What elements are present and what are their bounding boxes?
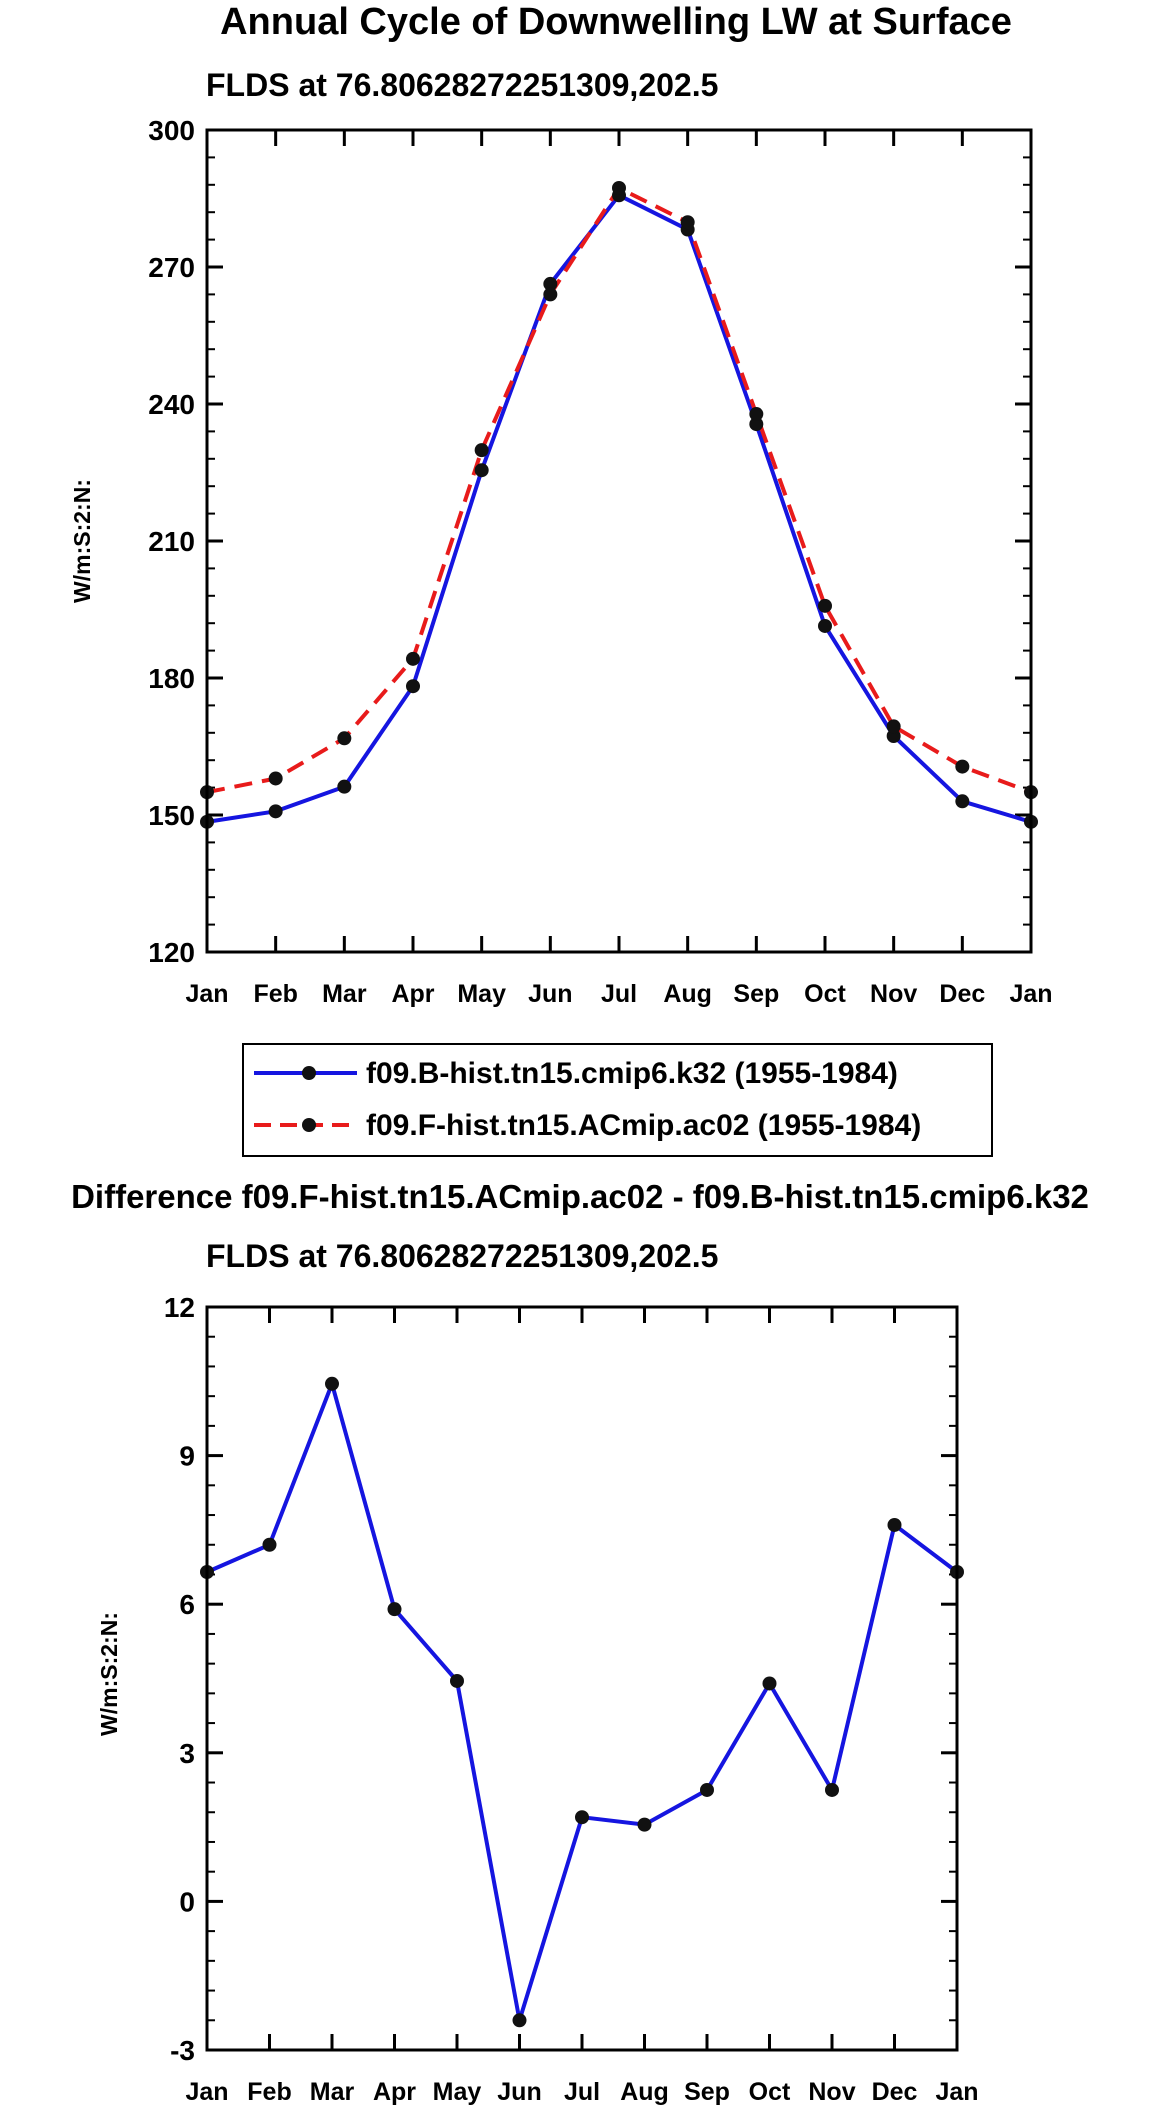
series-1-point	[474, 443, 489, 458]
x-tick-label: Feb	[247, 2078, 291, 2106]
legend-swatch-solid	[254, 1066, 357, 1080]
chart1-ticks	[205, 128, 1033, 954]
legend-item-b-hist: f09.B-hist.tn15.cmip6.k32 (1955-1984)	[244, 1049, 991, 1099]
series-line-0	[206, 193, 1032, 824]
chart2-ytick-labels: -3 0 3 6 9 12	[164, 1292, 195, 2066]
x-tick-label: Jul	[601, 980, 637, 1008]
series-0-point	[700, 1782, 714, 1797]
x-tick-label: Dec	[939, 980, 985, 1008]
x-tick-label: Oct	[749, 2078, 791, 2106]
x-tick-label: Mar	[322, 980, 367, 1008]
x-tick-label: Dec	[872, 2078, 918, 2106]
y-tick-label: 6	[179, 1589, 195, 1620]
legend-label-f-hist: f09.F-hist.tn15.ACmip.ac02 (1955-1984)	[366, 1109, 922, 1142]
x-tick-label: Aug	[663, 980, 712, 1008]
chart1-subtitle: FLDS at 76.80628272251309,202.5	[206, 67, 718, 103]
legend-swatch-dashed	[254, 1118, 357, 1132]
y-tick-label: 12	[164, 1292, 195, 1323]
series-line-1	[206, 186, 1032, 795]
chart1-xtick-labels: Jan Feb Mar Apr May Jun Jul Aug Sep Oct Nov Dec Jan	[185, 980, 1052, 1008]
legend-label-b-hist: f09.B-hist.tn15.cmip6.k32 (1955-1984)	[366, 1057, 898, 1090]
y-tick-label: 240	[148, 389, 195, 420]
chart2-subtitle: FLDS at 76.80628272251309,202.5	[206, 1238, 718, 1274]
chart2-series	[200, 1376, 964, 2028]
y-tick-label: 120	[148, 937, 195, 968]
series-0-point	[387, 1602, 402, 1617]
series-1-point	[406, 651, 420, 666]
series-0-point	[637, 1817, 652, 1832]
chart1-ylabel: W/m:S:2:N:	[69, 479, 95, 603]
series-0-point	[262, 1537, 277, 1552]
x-tick-label: May	[457, 980, 506, 1008]
series-0-point	[955, 794, 970, 809]
x-tick-label: Jun	[528, 980, 572, 1008]
x-tick-label: Jun	[497, 2078, 541, 2106]
chart1-legend: f09.B-hist.tn15.cmip6.k32 (1955-1984) f0…	[242, 1043, 993, 1157]
x-tick-label: Mar	[310, 2078, 355, 2106]
chart2-ylabel: W/m:S:2:N:	[96, 1612, 122, 1736]
y-tick-label: 3	[179, 1738, 195, 1769]
x-tick-label: Apr	[373, 2078, 416, 2106]
series-1-point	[749, 407, 764, 422]
y-tick-label: 9	[179, 1441, 195, 1472]
chart2-plot: -3 0 3 6 9 12 Jan Feb Mar Apr May Jun Jul Aug Sep Oct N…	[164, 1292, 979, 2106]
series-0-point	[749, 417, 764, 432]
y-tick-label: 210	[148, 526, 195, 557]
y-tick-label: -3	[170, 2035, 195, 2066]
chart1-plot: 120 150 180 210 240 270 300 Jan Feb Mar Apr May Jun…	[148, 115, 1052, 1008]
series-1-point	[818, 598, 832, 613]
x-tick-label: Sep	[684, 2078, 730, 2106]
series-1-point	[543, 287, 558, 302]
series-0-point	[887, 1517, 902, 1532]
series-0-point	[543, 276, 558, 291]
chart2-title: Difference f09.F-hist.tn15.ACmip.ac02 - …	[71, 1178, 1089, 1215]
y-tick-label: 0	[179, 1886, 195, 1917]
x-tick-label: Jan	[935, 2078, 978, 2106]
x-tick-label: Nov	[808, 2078, 855, 2106]
series-1-point	[268, 771, 283, 786]
series-0-point	[325, 1376, 339, 1391]
x-tick-label: Apr	[391, 980, 434, 1008]
series-0-point	[886, 728, 901, 743]
y-tick-label: 300	[148, 115, 195, 146]
series-0-point	[450, 1673, 464, 1688]
x-tick-label: Oct	[804, 980, 846, 1008]
series-1-point	[955, 759, 970, 774]
series-0-point	[406, 679, 420, 694]
series-line-0	[206, 1381, 959, 2023]
series-0-point	[268, 804, 283, 819]
x-tick-label: Nov	[870, 980, 917, 1008]
series-1-point	[680, 215, 695, 230]
series-0-point	[575, 1810, 589, 1825]
x-tick-label: May	[433, 2078, 482, 2106]
x-tick-label: Jan	[185, 980, 228, 1008]
series-1-point	[337, 731, 352, 746]
y-tick-label: 150	[148, 800, 195, 831]
legend-item-f-hist: f09.F-hist.tn15.ACmip.ac02 (1955-1984)	[244, 1101, 991, 1151]
chart1-ytick-labels: 120 150 180 210 240 270 300	[148, 115, 195, 968]
series-0-point	[825, 1782, 839, 1797]
y-tick-label: 180	[148, 663, 195, 694]
chart1-title: Annual Cycle of Downwelling LW at Surfac…	[220, 1, 1012, 43]
x-tick-label: Aug	[620, 2078, 669, 2106]
chart2-frame	[205, 1305, 959, 2052]
series-0-point	[474, 463, 489, 478]
chart1-series	[200, 180, 1038, 829]
y-tick-label: 270	[148, 252, 195, 283]
series-1-point	[612, 180, 626, 195]
chart1-frame	[205, 128, 1033, 954]
series-0-point	[818, 618, 832, 633]
x-tick-label: Jul	[564, 2078, 600, 2106]
series-0-point	[512, 2013, 527, 2028]
x-tick-label: Jan	[1009, 980, 1052, 1008]
x-tick-label: Jan	[185, 2078, 228, 2106]
chart2-xtick-labels: Jan Feb Mar Apr May Jun Jul Aug Sep Oct Nov Dec Jan	[185, 2078, 978, 2106]
series-0-point	[337, 779, 352, 794]
x-tick-label: Sep	[733, 980, 779, 1008]
x-tick-label: Feb	[253, 980, 297, 1008]
series-1-point	[886, 719, 901, 734]
series-0-point	[762, 1676, 777, 1691]
